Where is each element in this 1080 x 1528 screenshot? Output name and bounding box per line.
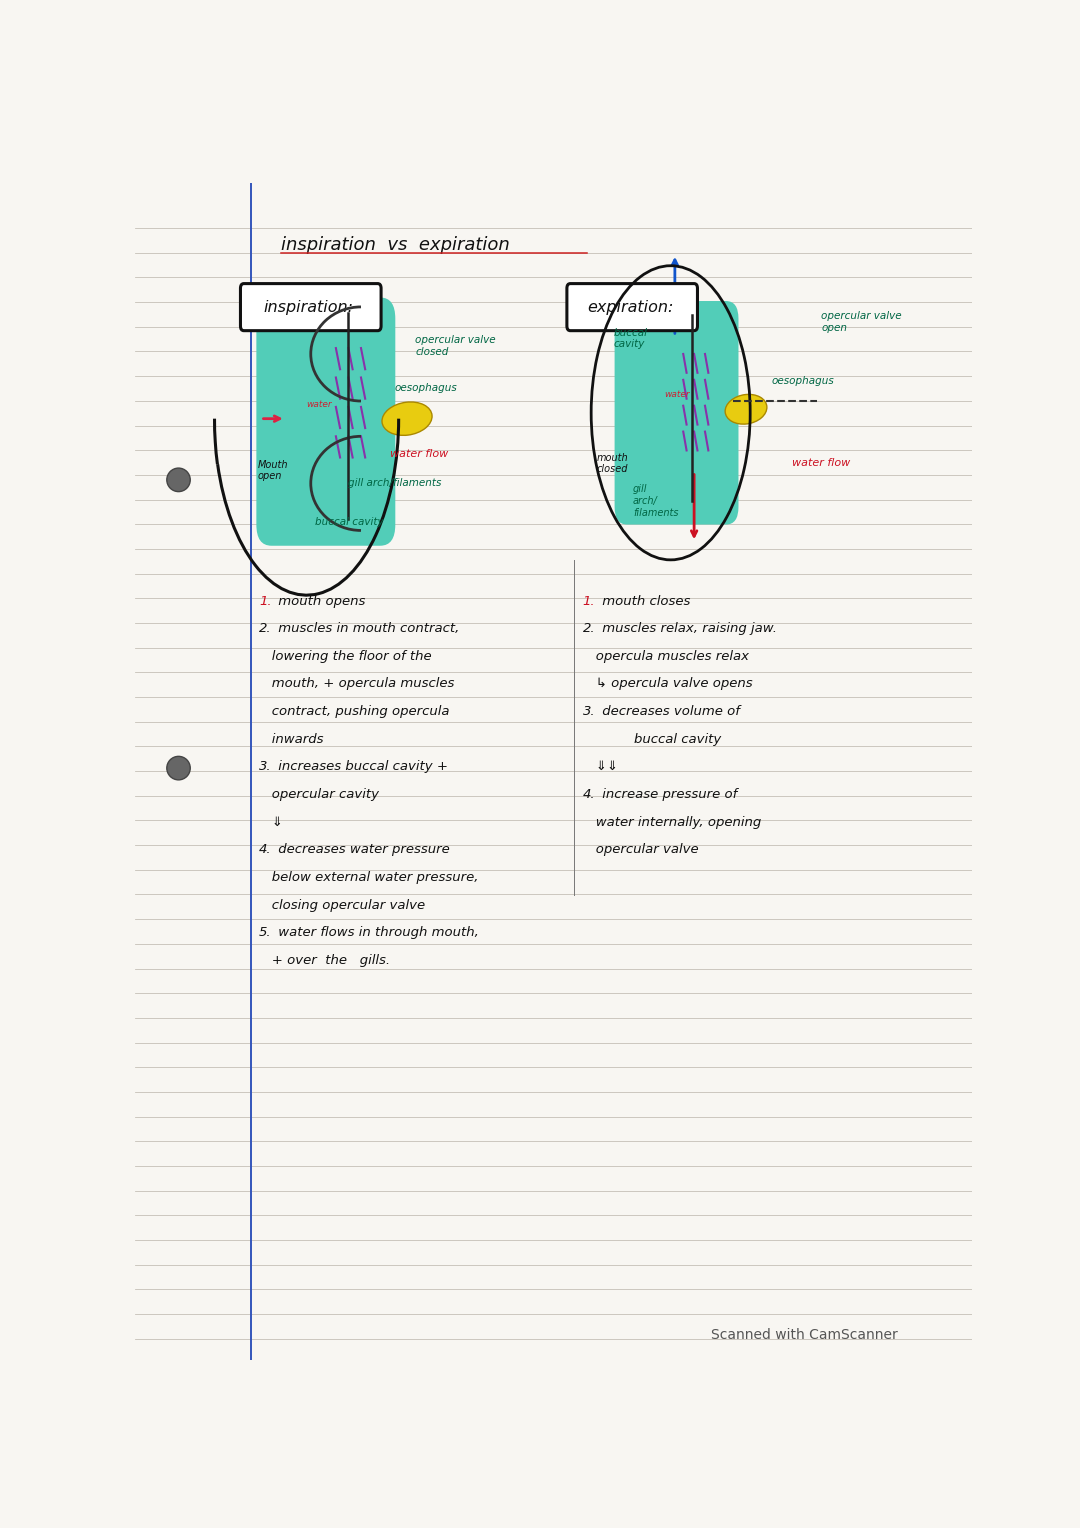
Text: increase pressure of: increase pressure of — [598, 788, 738, 801]
Text: oesophagus: oesophagus — [771, 376, 834, 387]
Text: water flow: water flow — [390, 449, 448, 458]
Text: water internally, opening: water internally, opening — [583, 816, 761, 828]
Text: water: water — [664, 391, 690, 399]
Text: mouth, + opercula muscles: mouth, + opercula muscles — [259, 677, 455, 691]
Text: opercular valve
open: opercular valve open — [821, 312, 902, 333]
Text: opercular valve
closed: opercular valve closed — [416, 335, 496, 356]
Text: water flows in through mouth,: water flows in through mouth, — [274, 926, 478, 940]
Text: opercular valve: opercular valve — [583, 843, 699, 856]
Text: decreases water pressure: decreases water pressure — [274, 843, 449, 856]
FancyBboxPatch shape — [615, 301, 739, 524]
Text: inwards: inwards — [259, 733, 323, 746]
Text: decreases volume of: decreases volume of — [598, 704, 740, 718]
Text: contract, pushing opercula: contract, pushing opercula — [259, 704, 449, 718]
FancyBboxPatch shape — [256, 298, 395, 545]
Text: inspiration:: inspiration: — [264, 299, 353, 315]
Text: ⇓: ⇓ — [259, 816, 283, 828]
Text: mouth closes: mouth closes — [598, 594, 690, 608]
Text: muscles relax, raising jaw.: muscles relax, raising jaw. — [598, 622, 777, 636]
Text: 3.: 3. — [259, 761, 271, 773]
Text: oesophagus: oesophagus — [394, 384, 457, 393]
Text: 4.: 4. — [259, 843, 271, 856]
Text: opercular cavity: opercular cavity — [259, 788, 379, 801]
Text: 5.: 5. — [259, 926, 271, 940]
Ellipse shape — [166, 756, 190, 779]
Text: buccal cavity: buccal cavity — [583, 733, 721, 746]
Ellipse shape — [382, 402, 432, 435]
Text: below external water pressure,: below external water pressure, — [259, 871, 478, 885]
Text: Mouth
open: Mouth open — [258, 460, 288, 481]
Text: closing opercular valve: closing opercular valve — [259, 898, 426, 912]
Text: inspiration  vs  expiration: inspiration vs expiration — [282, 235, 510, 254]
Text: 1.: 1. — [259, 594, 271, 608]
Text: buccal
cavity: buccal cavity — [613, 329, 648, 350]
FancyBboxPatch shape — [567, 284, 698, 330]
FancyBboxPatch shape — [241, 284, 381, 330]
Text: gill
arch/
filaments: gill arch/ filaments — [633, 484, 678, 518]
Text: muscles in mouth contract,: muscles in mouth contract, — [274, 622, 459, 636]
Text: mouth opens: mouth opens — [274, 594, 365, 608]
Text: mouth
closed: mouth closed — [597, 452, 629, 474]
Text: lowering the floor of the: lowering the floor of the — [259, 649, 432, 663]
Text: 4.: 4. — [583, 788, 595, 801]
Ellipse shape — [166, 468, 190, 492]
Text: buccal cavity: buccal cavity — [315, 516, 383, 527]
Text: 2.: 2. — [583, 622, 595, 636]
Text: ⇓⇓: ⇓⇓ — [583, 761, 618, 773]
Text: Scanned with CamScanner: Scanned with CamScanner — [712, 1328, 897, 1342]
Text: 1.: 1. — [583, 594, 595, 608]
Text: 3.: 3. — [583, 704, 595, 718]
Text: gill arch/filaments: gill arch/filaments — [349, 478, 442, 489]
Text: increases buccal cavity +: increases buccal cavity + — [274, 761, 448, 773]
Text: expiration:: expiration: — [588, 299, 673, 315]
Text: ↳ opercula valve opens: ↳ opercula valve opens — [583, 677, 753, 691]
Text: water: water — [307, 400, 332, 410]
Text: 2.: 2. — [259, 622, 271, 636]
Text: + over  the   gills.: + over the gills. — [259, 953, 390, 967]
Text: water flow: water flow — [792, 458, 850, 469]
Text: opercula muscles relax: opercula muscles relax — [583, 649, 748, 663]
Ellipse shape — [725, 394, 767, 425]
